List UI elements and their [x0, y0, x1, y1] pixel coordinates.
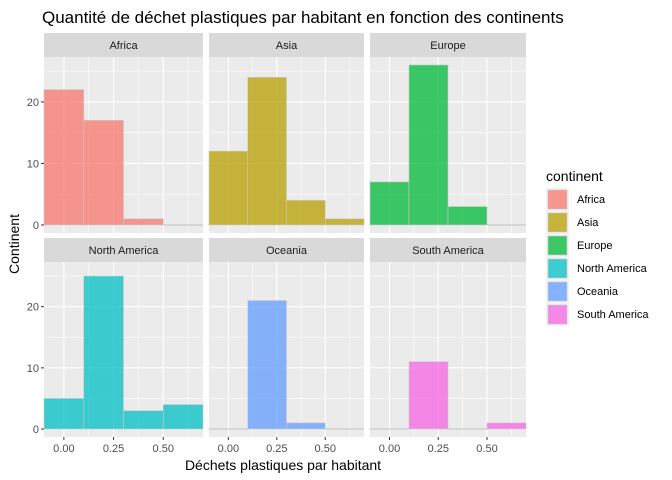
- histogram-bar: [208, 150, 249, 226]
- histogram-bar: [486, 422, 527, 430]
- x-tick-label: 0.50: [476, 443, 497, 455]
- panel-europe: Europe: [369, 33, 527, 233]
- legend-item-north-america: North America: [546, 257, 648, 280]
- legend-item-asia: Asia: [546, 211, 599, 234]
- strip-asia: [209, 33, 364, 57]
- x-tick-label: 0.25: [103, 443, 124, 455]
- x-axis-title: Déchets plastiques par habitant: [185, 457, 381, 473]
- x-tick-label: 0.00: [218, 443, 239, 455]
- histogram-bar: [324, 218, 365, 226]
- histogram-bar: [43, 398, 85, 430]
- strip-label-south-america: South America: [412, 245, 484, 257]
- strip-label-africa: Africa: [109, 40, 138, 52]
- legend-swatch: [547, 235, 568, 256]
- legend-label: Europe: [577, 240, 612, 252]
- facet-panels: Africa 0 10 20 Asia Europe North America 0 10 20 0…: [27, 33, 527, 455]
- strip-label-oceania: Oceania: [266, 245, 308, 257]
- legend-label: South America: [577, 309, 649, 321]
- y-tick-label: 20: [27, 302, 39, 314]
- legend-label: North America: [577, 263, 648, 275]
- legend-swatch: [547, 189, 568, 210]
- histogram-bar: [83, 275, 124, 430]
- y-axis-title: Continent: [6, 214, 22, 274]
- strip-label-asia: Asia: [276, 40, 298, 52]
- panel-africa: Africa 0 10 20: [27, 33, 204, 233]
- strip-south-america: [370, 238, 526, 262]
- legend-item-europe: Europe: [546, 234, 612, 257]
- chart-title: Quantité de déchet plastiques par habita…: [42, 8, 564, 27]
- legend-title: continent: [546, 168, 603, 184]
- histogram-bar: [286, 422, 326, 430]
- histogram-bar: [123, 218, 164, 226]
- histogram-bar: [286, 200, 326, 226]
- histogram-bar: [369, 428, 410, 430]
- legend-label: Asia: [577, 217, 599, 229]
- histogram-bar: [43, 89, 85, 226]
- panel-south-america: South America 0.00 0.25 0.50: [369, 238, 527, 455]
- panel-north-america: North America 0 10 20 0.00 0.25 0.50: [27, 238, 204, 455]
- legend-label: Africa: [577, 194, 606, 206]
- legend-swatch: [547, 281, 568, 302]
- legend: continent Africa Asia Europe North America O…: [546, 168, 649, 326]
- legend-swatch: [547, 304, 568, 325]
- strip-europe: [370, 33, 526, 57]
- y-tick-label: 10: [27, 363, 39, 375]
- histogram-bar: [408, 361, 449, 430]
- legend-item-south-america: South America: [546, 303, 649, 326]
- histogram-bar: [447, 206, 488, 226]
- histogram-bar: [324, 428, 365, 430]
- histogram-bar: [369, 181, 410, 226]
- strip-label-europe: Europe: [430, 40, 465, 52]
- legend-item-oceania: Oceania: [546, 280, 619, 303]
- histogram-bar: [486, 224, 527, 226]
- histogram-bar: [162, 404, 204, 430]
- strip-north-america: [44, 238, 203, 262]
- legend-swatch: [547, 212, 568, 233]
- histogram-bar: [447, 428, 488, 430]
- histogram-bar: [247, 300, 287, 430]
- legend-swatch: [547, 258, 568, 279]
- legend-label: Oceania: [577, 286, 619, 298]
- y-tick-label: 20: [27, 97, 39, 109]
- histogram-bar: [162, 224, 204, 226]
- histogram-bar: [83, 120, 124, 226]
- strip-label-north-america: North America: [89, 245, 160, 257]
- x-tick-label: 0.00: [53, 443, 74, 455]
- y-tick-label: 10: [27, 158, 39, 170]
- strip-africa: [44, 33, 203, 57]
- y-tick-label: 0: [33, 424, 39, 436]
- panel-oceania: Oceania 0.00 0.25 0.50: [208, 238, 365, 455]
- x-tick-label: 0.25: [428, 443, 449, 455]
- panel-asia: Asia: [208, 33, 365, 233]
- histogram-bar: [408, 64, 449, 226]
- x-tick-label: 0.00: [379, 443, 400, 455]
- legend-item-africa: Africa: [546, 188, 606, 211]
- strip-oceania: [209, 238, 364, 262]
- histogram-bar: [208, 428, 249, 430]
- histogram-bar: [247, 77, 287, 226]
- x-tick-label: 0.50: [315, 443, 336, 455]
- x-tick-label: 0.50: [153, 443, 174, 455]
- y-tick-label: 0: [33, 220, 39, 232]
- x-tick-label: 0.25: [266, 443, 287, 455]
- histogram-bar: [123, 410, 164, 430]
